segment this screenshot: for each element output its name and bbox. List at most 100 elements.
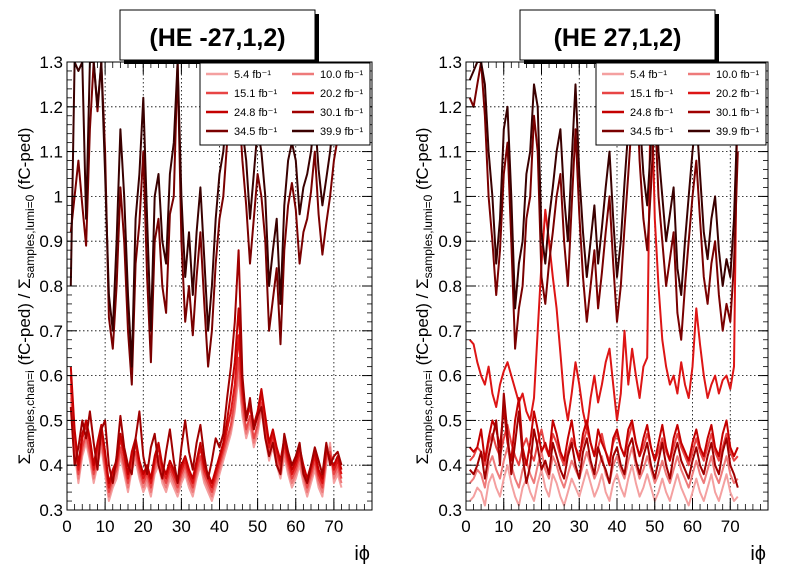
y-tick-label: 0.9: [39, 232, 63, 251]
chart-panel-2: 0.3 0.4 0.5 0.6 0.7 0.8 0.9 1 1.1 1.2 1.3 0 10 20 30 40…: [413, 9, 769, 565]
legend-label: 10.0 fb⁻¹: [320, 69, 363, 81]
legend-label: 34.5 fb⁻¹: [630, 126, 673, 138]
series-line-1: [469, 464, 739, 507]
y-label-part: (fC-ped) / Σ: [413, 278, 432, 370]
legend-entry: 10.0 fb⁻¹: [292, 69, 363, 81]
y-label-part: (fC-ped): [413, 128, 432, 195]
y-tick-label: 1.3: [438, 53, 462, 72]
x-tick-label: 70: [721, 517, 740, 536]
legend: 5.4 fb⁻¹ 10.0 fb⁻¹ 15.1 fb⁻¹ 20.2 fb⁻¹ 24.8 …: [199, 62, 371, 146]
chart-title: (HE -27,1,2): [149, 24, 285, 52]
title-box: [519, 9, 716, 61]
y-tick-label: 0.5: [438, 411, 462, 430]
y-tick-label: 0.6: [39, 367, 63, 386]
legend-entry: 15.1 fb⁻¹: [206, 88, 277, 100]
legend-label: 15.1 fb⁻¹: [234, 88, 277, 100]
y-tick-label: 1.2: [39, 98, 63, 117]
y-tick-label: 1.2: [438, 98, 462, 117]
x-tick-label: 50: [645, 517, 664, 536]
series-line-8: [468, 62, 739, 310]
legend-label: 24.8 fb⁻¹: [630, 107, 673, 119]
legend-box: [199, 62, 371, 146]
legend-entry: 39.9 fb⁻¹: [292, 126, 363, 138]
series-line-3: [69, 356, 343, 494]
y-tick-label: 1: [453, 187, 462, 206]
legend-entry: 24.8 fb⁻¹: [602, 107, 673, 119]
legend-label: 39.9 fb⁻¹: [716, 126, 759, 138]
x-tick-label: 40: [210, 517, 229, 536]
legend-entry: 30.1 fb⁻¹: [688, 107, 759, 119]
series-line-7: [69, 62, 343, 386]
legend-entry: 10.0 fb⁻¹: [688, 69, 759, 81]
x-tick-label: 20: [134, 517, 153, 536]
legend-label: 30.1 fb⁻¹: [320, 107, 363, 119]
x-tick-label: 10: [96, 517, 115, 536]
y-tick-label: 1.3: [39, 53, 63, 72]
y-tick-label: 0.7: [438, 322, 462, 341]
y-label-part: Σ: [15, 454, 34, 465]
y-label-subscript: samples,lumi=0: [421, 194, 435, 278]
series-line-7: [468, 62, 739, 350]
x-tick-label: 20: [532, 517, 551, 536]
y-tick-label: 0.9: [438, 232, 462, 251]
series-line-2: [69, 365, 343, 498]
series-line-1: [69, 374, 343, 502]
y-tick-label: 0.4: [39, 456, 63, 475]
series-line-8: [69, 62, 343, 368]
y-axis-label: Σsamples,chan=i (fC-ped) / Σsamples,lumi…: [15, 128, 37, 465]
x-axis-label: iϕ: [354, 543, 370, 565]
series-line-5: [469, 397, 739, 467]
legend: 5.4 fb⁻¹ 10.0 fb⁻¹ 15.1 fb⁻¹ 20.2 fb⁻¹ 24.8 …: [595, 62, 767, 146]
series-line-6: [469, 392, 739, 488]
series-line-6: [69, 249, 343, 485]
x-tick-label: 10: [494, 517, 513, 536]
x-tick-label: 0: [461, 517, 470, 536]
legend-label: 15.1 fb⁻¹: [630, 88, 673, 100]
legend-label: 30.1 fb⁻¹: [716, 107, 759, 119]
legend-label: 39.9 fb⁻¹: [320, 126, 363, 138]
legend-label: 24.8 fb⁻¹: [234, 107, 277, 119]
x-tick-label: 70: [324, 517, 343, 536]
x-tick-label: 0: [62, 517, 71, 536]
legend-entry: 24.8 fb⁻¹: [206, 107, 277, 119]
legend-entry: 5.4 fb⁻¹: [602, 69, 667, 81]
x-tick-label: 30: [172, 517, 191, 536]
y-label-subscript: samples,chan=i: [421, 370, 435, 454]
y-label-subscript: samples,lumi=0: [23, 194, 37, 278]
series-line-4: [469, 62, 739, 431]
title-box: [119, 9, 316, 61]
y-label-part: (fC-ped): [15, 128, 34, 195]
legend-label: 10.0 fb⁻¹: [716, 69, 759, 81]
x-tick-label: 50: [248, 517, 267, 536]
chart-title: (HE 27,1,2): [554, 24, 682, 52]
y-tick-label: 0.6: [438, 367, 462, 386]
y-tick-label: 0.3: [438, 501, 462, 520]
y-tick-label: 0.4: [438, 456, 462, 475]
legend-label: 34.5 fb⁻¹: [234, 126, 277, 138]
legend-entry: 5.4 fb⁻¹: [206, 69, 271, 81]
legend-label: 5.4 fb⁻¹: [234, 69, 271, 81]
x-tick-label: 60: [286, 517, 305, 536]
y-tick-label: 0.5: [39, 411, 63, 430]
legend-entry: 20.2 fb⁻¹: [292, 88, 363, 100]
x-tick-label: 30: [570, 517, 589, 536]
y-tick-label: 1.1: [438, 143, 462, 162]
y-tick-label: 0.3: [39, 501, 63, 520]
x-axis-label: iϕ: [750, 543, 766, 565]
legend-entry: 20.2 fb⁻¹: [688, 88, 759, 100]
y-tick-label: 0.8: [438, 277, 462, 296]
legend-label: 5.4 fb⁻¹: [630, 69, 667, 81]
legend-entry: 34.5 fb⁻¹: [602, 126, 673, 138]
legend-entry: 15.1 fb⁻¹: [602, 88, 673, 100]
y-tick-label: 1: [54, 187, 63, 206]
legend-entry: 30.1 fb⁻¹: [292, 107, 363, 119]
series-group: [69, 62, 343, 502]
legend-entry: 39.9 fb⁻¹: [688, 126, 759, 138]
series-group: [468, 62, 739, 507]
legend-entry: 34.5 fb⁻¹: [206, 126, 277, 138]
legend-label: 20.2 fb⁻¹: [320, 88, 363, 100]
y-tick-label: 0.7: [39, 322, 63, 341]
x-tick-label: 40: [608, 517, 627, 536]
legend-label: 20.2 fb⁻¹: [716, 88, 759, 100]
